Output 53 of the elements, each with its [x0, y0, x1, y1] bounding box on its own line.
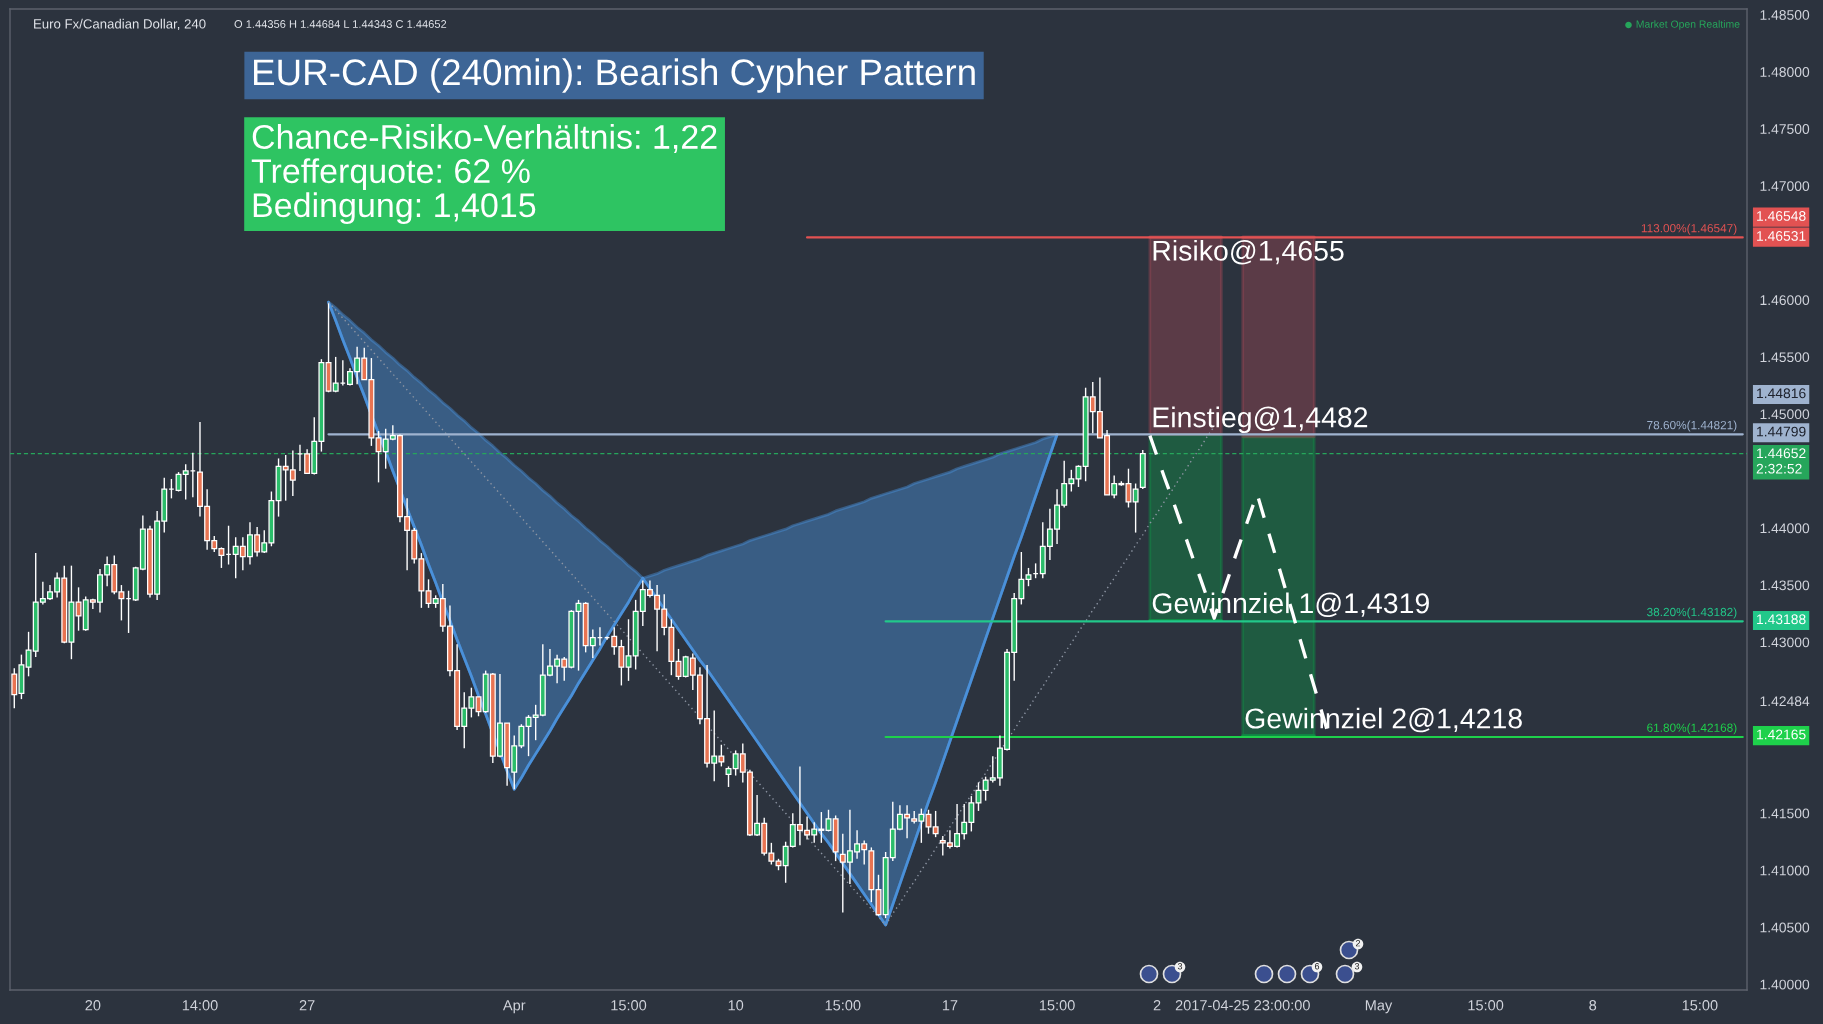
legend-label: 78.60%(1.44821) — [1647, 420, 1737, 432]
annotation: 6 — [1314, 963, 1320, 970]
x-tick-label: 27 — [299, 1000, 315, 1011]
y-tick-label: 1.40000 — [1760, 979, 1810, 990]
text: 1.44816 — [1757, 388, 1806, 399]
y-tick-label: 1.47000 — [1760, 181, 1810, 191]
y-tick-label: 1.46000 — [1760, 295, 1810, 306]
y-tick-label: 1.44000 — [1760, 523, 1810, 534]
annotation: Gewinnziel 1@1,4319 — [1152, 592, 1429, 618]
annotation: 3 — [1354, 963, 1360, 970]
text: 1.46531 — [1757, 231, 1806, 241]
y-tick-label: 1.42484 — [1760, 696, 1810, 707]
y-tick-label: 1.48500 — [1760, 10, 1810, 20]
y-tick-label: 1.47500 — [1760, 124, 1810, 134]
x-tick-label: 8 — [1589, 1000, 1597, 1011]
y-tick-label: 1.41000 — [1760, 865, 1810, 876]
y-tick-label: 1.41500 — [1760, 808, 1810, 819]
y-tick-label: 1.45000 — [1760, 409, 1810, 420]
x-tick-label: 20 — [85, 1000, 101, 1011]
y-tick-label: 1.40500 — [1760, 922, 1810, 933]
annotation: 2 — [1355, 940, 1361, 947]
x-tick-label: 2017-04-25 23:00:00 — [1175, 1000, 1310, 1011]
x-tick-label: 17 — [942, 1000, 958, 1011]
text: 1.44799 — [1757, 426, 1806, 437]
x-tick-label: 15:00 — [825, 1000, 861, 1011]
text: 1.46548 — [1757, 211, 1806, 221]
text: Euro Fx/Canadian Dollar, 240 — [34, 18, 206, 31]
annotation: O 1.44356 H 1.44684 L 1.44343 C 1.44652 — [234, 20, 447, 28]
x-tick-label: 14:00 — [182, 1000, 218, 1011]
legend-label: 61.80%(1.42168) — [1647, 723, 1737, 735]
x-tick-label: Apr — [502, 1000, 526, 1014]
text: 1.43188 — [1757, 614, 1806, 625]
text: EUR-CAD (240min): Bearish Cypher Pattern — [254, 58, 975, 93]
annotation: Market Open Realtime — [1636, 20, 1740, 30]
y-tick-label: 1.45500 — [1760, 352, 1810, 363]
x-tick-label: 15:00 — [611, 1000, 647, 1011]
x-tick-label: 15:00 — [1468, 1000, 1504, 1011]
y-tick-label: 1.43000 — [1760, 637, 1810, 648]
x-tick-label: 10 — [728, 1000, 744, 1011]
x-tick-label: May — [1365, 1000, 1393, 1014]
legend-label: 113.00%(1.46547) — [1641, 223, 1737, 235]
annotation: Risiko@1,4655 — [1153, 239, 1344, 265]
y-tick-label: 1.48000 — [1760, 67, 1810, 77]
text: 1.42165 — [1757, 729, 1806, 740]
y-tick-label: 1.43500 — [1760, 580, 1810, 591]
text: 1.44652 2:32:52 — [1756, 448, 1806, 474]
annotation: 3 — [1177, 963, 1183, 970]
x-tick-label: 15:00 — [1682, 1000, 1718, 1011]
annotation: Einstieg@1,4482 — [1153, 406, 1368, 434]
x-tick-label: 2 — [1153, 1000, 1161, 1011]
legend-label: 38.20%(1.43182) — [1647, 607, 1737, 619]
annotation: Chance-Risiko-Verhältnis: 1,22 Trefferquote: 62 % Bedingung: 1,4015 — [251, 124, 717, 225]
x-tick-label: 15:00 — [1039, 1000, 1075, 1011]
